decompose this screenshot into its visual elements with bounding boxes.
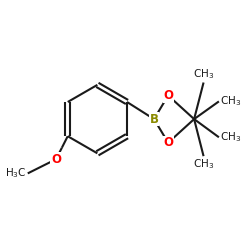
Text: B: B bbox=[150, 112, 158, 126]
Text: O: O bbox=[51, 153, 61, 166]
Text: CH$_3$: CH$_3$ bbox=[220, 130, 241, 144]
Text: CH$_3$: CH$_3$ bbox=[193, 157, 214, 171]
Text: O: O bbox=[163, 136, 173, 149]
Text: CH$_3$: CH$_3$ bbox=[220, 94, 241, 108]
Text: CH$_3$: CH$_3$ bbox=[193, 68, 214, 81]
Text: H$_3$C: H$_3$C bbox=[5, 166, 26, 180]
Text: O: O bbox=[163, 89, 173, 102]
